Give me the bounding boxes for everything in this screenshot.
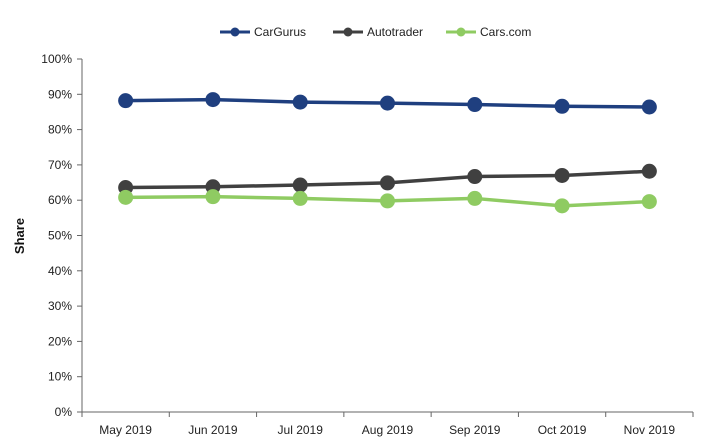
y-tick-label: 50% — [48, 229, 72, 243]
data-point — [467, 169, 483, 185]
y-tick-label: 70% — [48, 158, 72, 172]
data-point — [380, 193, 395, 209]
y-tick-label: 90% — [48, 87, 72, 101]
y-tick-label: 80% — [48, 123, 72, 137]
legend-label: CarGurus — [254, 25, 306, 39]
data-point — [554, 198, 570, 214]
x-tick-label: Aug 2019 — [362, 423, 414, 437]
legend-label: Autotrader — [367, 25, 423, 39]
y-tick-label: 10% — [48, 370, 72, 384]
y-tick-label: 30% — [48, 299, 72, 313]
data-point — [118, 93, 134, 109]
y-tick-label: 0% — [55, 405, 73, 419]
x-tick-label: Oct 2019 — [538, 423, 587, 437]
x-tick-label: Jul 2019 — [278, 423, 324, 437]
data-point — [292, 190, 308, 206]
series-autotrader — [118, 163, 657, 195]
x-tick-label: Jun 2019 — [188, 423, 238, 437]
legend: CarGurus Autotrader Cars.com — [220, 25, 531, 39]
legend-marker — [343, 27, 353, 37]
x-tick-label: May 2019 — [99, 423, 152, 437]
data-point — [292, 94, 308, 110]
legend-label: Cars.com — [480, 25, 531, 39]
y-tick-label: 40% — [48, 264, 72, 278]
legend-item: Cars.com — [446, 25, 531, 39]
y-tick-label: 100% — [41, 52, 72, 66]
y-axis: 0% 10% 20% 30% 40% 50% 60% 70% 80% 90% 100% — [41, 52, 82, 419]
data-point — [641, 163, 657, 179]
y-tick-label: 60% — [48, 193, 72, 207]
data-point — [467, 97, 483, 113]
x-tick-label: Sep 2019 — [449, 423, 501, 437]
legend-item: Autotrader — [333, 25, 423, 39]
series-group — [118, 92, 657, 214]
series-cars-com — [118, 189, 657, 214]
legend-item: CarGurus — [220, 25, 306, 39]
data-point — [380, 95, 395, 111]
data-point — [467, 190, 483, 206]
data-point — [380, 175, 395, 191]
data-point — [205, 92, 221, 108]
data-point — [554, 98, 570, 114]
data-point — [205, 189, 221, 205]
data-point — [118, 189, 134, 205]
data-point — [292, 177, 308, 193]
legend-marker — [230, 27, 240, 37]
y-axis-title: Share — [12, 218, 27, 254]
data-point — [554, 167, 570, 183]
x-axis: May 2019 Jun 2019 Jul 2019 Aug 2019 Sep 2019… — [81, 412, 694, 437]
y-tick-label: 20% — [48, 334, 72, 348]
data-point — [641, 194, 657, 210]
series-cargurus — [118, 92, 657, 115]
x-tick-label: Nov 2019 — [624, 423, 676, 437]
data-point — [641, 99, 657, 115]
legend-marker — [456, 27, 466, 37]
